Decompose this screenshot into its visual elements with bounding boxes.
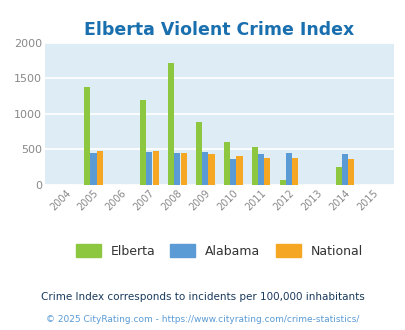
- Bar: [236, 156, 242, 185]
- Bar: [90, 153, 96, 185]
- Bar: [140, 100, 146, 185]
- Bar: [347, 159, 354, 185]
- Bar: [152, 151, 158, 185]
- Bar: [168, 63, 174, 185]
- Bar: [196, 122, 202, 185]
- Bar: [84, 86, 90, 185]
- Bar: [180, 152, 186, 185]
- Bar: [279, 180, 285, 185]
- Bar: [341, 154, 347, 185]
- Bar: [96, 151, 102, 185]
- Bar: [146, 152, 152, 185]
- Bar: [264, 158, 270, 185]
- Bar: [208, 154, 214, 185]
- Text: Crime Index corresponds to incidents per 100,000 inhabitants: Crime Index corresponds to incidents per…: [41, 292, 364, 302]
- Title: Elberta Violent Crime Index: Elberta Violent Crime Index: [84, 20, 354, 39]
- Bar: [230, 159, 236, 185]
- Bar: [223, 142, 229, 185]
- Bar: [258, 154, 264, 185]
- Bar: [202, 152, 208, 185]
- Text: © 2025 CityRating.com - https://www.cityrating.com/crime-statistics/: © 2025 CityRating.com - https://www.city…: [46, 315, 359, 324]
- Bar: [292, 158, 298, 185]
- Legend: Elberta, Alabama, National: Elberta, Alabama, National: [70, 239, 367, 263]
- Bar: [335, 167, 341, 185]
- Bar: [251, 147, 257, 185]
- Bar: [174, 152, 180, 185]
- Bar: [285, 152, 292, 185]
